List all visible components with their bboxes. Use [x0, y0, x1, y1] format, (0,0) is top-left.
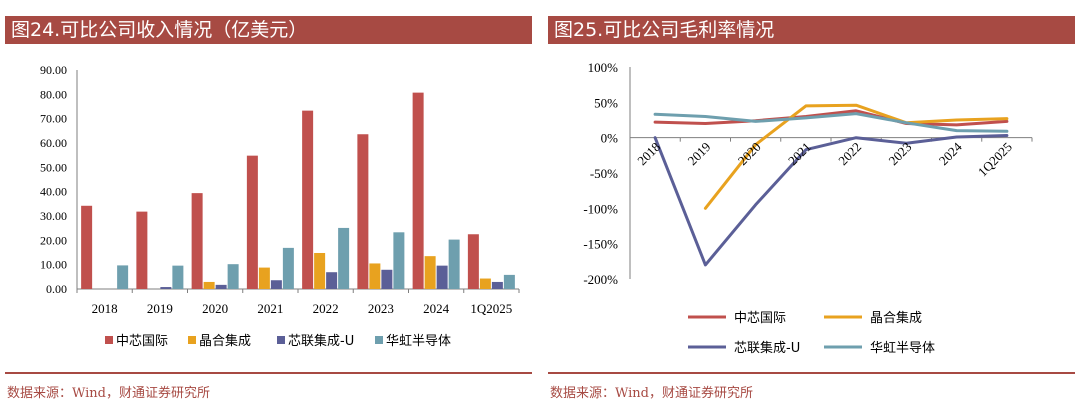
- line-series-2: [653, 134, 1009, 267]
- bar-series-2: [381, 269, 393, 289]
- legend-swatch: [105, 336, 113, 344]
- legend-label: 中芯国际: [116, 334, 168, 349]
- bar-series-0: [357, 134, 369, 289]
- bar-series-3: [338, 227, 350, 289]
- bar-series-3: [117, 265, 129, 289]
- bar-series-0: [302, 110, 314, 290]
- legend-label: 芯联集成-U: [734, 340, 800, 356]
- bar-series-3: [448, 239, 460, 289]
- bar-series-0: [136, 211, 148, 289]
- line-series-1: [703, 103, 1009, 210]
- y-tick-label: 50.00: [40, 160, 67, 174]
- legend-label: 晶合集成: [199, 333, 251, 349]
- legend-swatch: [277, 336, 285, 344]
- bar-series-3: [393, 232, 405, 289]
- y-tick-label: -150%: [583, 237, 618, 252]
- bar-series-3: [172, 265, 184, 289]
- x-tick-label: 2022: [313, 301, 339, 316]
- legend-label: 晶合集成: [870, 310, 922, 326]
- y-tick-label: 60.00: [40, 136, 67, 150]
- legend-label: 芯联集成-U: [288, 333, 354, 349]
- margin-chart-panel: 图25.可比公司毛利率情况 -200% -150% -100% -50% 0% 50% 10…: [548, 0, 1075, 413]
- y-tick-label: 30.00: [40, 209, 67, 223]
- x-tick-label: 2023: [368, 301, 394, 316]
- bar-series-2: [270, 280, 282, 289]
- y-tick-label: -200%: [583, 272, 618, 287]
- legend-label: 中芯国际: [734, 311, 786, 326]
- x-tick-label: 2024: [423, 301, 450, 316]
- bar-series-2: [491, 281, 503, 289]
- x-tick-label: 2021: [257, 301, 283, 316]
- bar-series-0: [191, 193, 203, 289]
- y-tick-label: 100%: [588, 60, 619, 75]
- x-tick-label: 2024: [936, 139, 965, 168]
- bar-series-1: [479, 278, 491, 289]
- y-tick-label: 50%: [594, 95, 618, 110]
- margin-chart-title: 图25.可比公司毛利率情况: [548, 16, 1075, 44]
- y-tick-label: 90.00: [40, 63, 67, 77]
- line-series-3: [653, 112, 1009, 133]
- x-tick-label: 2022: [835, 139, 864, 168]
- y-tick-label: -50%: [590, 166, 618, 181]
- bar-series-0: [246, 155, 258, 289]
- y-tick-label: 0%: [601, 131, 619, 146]
- margin-source-note: 数据来源：Wind，财通证券研究所: [550, 386, 753, 401]
- bar-series-2: [326, 272, 338, 289]
- y-tick-label: 20.00: [40, 233, 67, 247]
- bar-series-0: [412, 92, 424, 289]
- revenue-chart-title: 图24.可比公司收入情况（亿美元）: [5, 16, 532, 44]
- y-tick-label: -100%: [583, 201, 618, 216]
- footer-rule: [548, 372, 1075, 374]
- bar-series-1: [314, 252, 326, 289]
- x-tick-label: 1Q2025: [975, 139, 1015, 179]
- y-tick-label: 40.00: [40, 185, 67, 199]
- bar-series-0: [467, 234, 479, 289]
- y-tick-label: 10.00: [40, 258, 67, 272]
- y-tick-label: 80.00: [40, 87, 67, 101]
- bar-series-2: [215, 284, 227, 289]
- bar-series-1: [203, 281, 215, 289]
- legend-swatch: [375, 336, 383, 344]
- legend-label: 华虹半导体: [870, 341, 935, 356]
- bar-series-2: [436, 265, 448, 289]
- bar-series-1: [258, 267, 270, 289]
- x-tick-label: 2021: [785, 139, 814, 168]
- revenue-chart-panel: 图24.可比公司收入情况（亿美元） 0.00 10.00 20.00 30.00 40.…: [5, 0, 532, 413]
- bar-series-3: [282, 247, 294, 289]
- gross-margin-line-chart: -200%-150%-100%-50%0%50%100%2018 2019 2020…: [583, 60, 1033, 356]
- x-tick-label: 2020: [202, 301, 228, 316]
- legend-label: 华虹半导体: [386, 334, 451, 349]
- line-series-0: [653, 109, 1009, 127]
- y-tick-label: 70.00: [40, 112, 67, 126]
- footer-rule: [5, 372, 532, 374]
- bar-series-1: [424, 256, 436, 289]
- revenue-source-note: 数据来源：Wind，财通证券研究所: [7, 386, 210, 401]
- x-tick-label: 2019: [685, 139, 714, 168]
- x-tick-label: 2018: [92, 301, 118, 316]
- bar-series-3: [503, 274, 515, 289]
- bar-series-0: [81, 205, 93, 289]
- x-tick-label: 2019: [147, 301, 173, 316]
- bar-series-1: [369, 263, 381, 289]
- bar-series-3: [227, 264, 239, 289]
- bar-series-2: [160, 287, 172, 289]
- y-tick-label: 0.00: [46, 282, 67, 296]
- x-tick-label: 1Q2025: [470, 301, 512, 316]
- revenue-bar-chart: 0.00 10.00 20.00 30.00 40.00 50.00 60.00 70.00 8…: [40, 63, 520, 349]
- legend-swatch: [188, 336, 196, 344]
